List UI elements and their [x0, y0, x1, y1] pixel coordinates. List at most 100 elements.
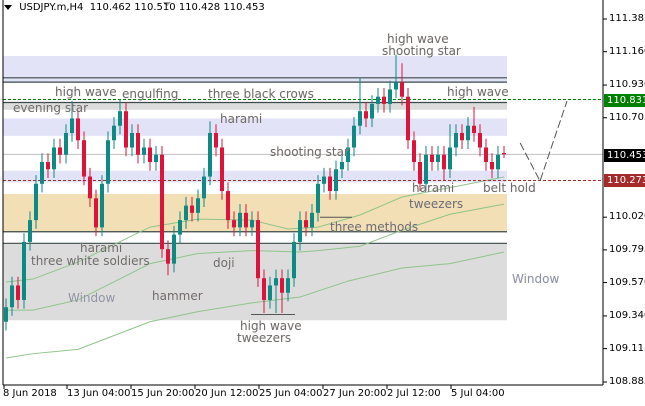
zone-gray: [3, 102, 507, 110]
bullish-candle: [238, 212, 242, 228]
bullish-candle: [346, 147, 350, 163]
bearish-candle: [472, 125, 476, 133]
bullish-candle: [352, 125, 356, 148]
bullish-candle: [184, 205, 188, 221]
annotation-shooting-star: shooting star: [382, 44, 461, 58]
y-tick-label: 109.795: [609, 244, 645, 255]
shift-marker-icon: [163, 2, 171, 6]
x-tick-label: 2 Jul 12:00: [387, 388, 441, 399]
bullish-candle: [196, 198, 200, 213]
annotation-hammer: hammer: [152, 289, 203, 303]
y-tick-label: 111.385: [609, 13, 645, 24]
bearish-candle: [46, 162, 50, 170]
bullish-candle: [454, 132, 458, 148]
y-tick-label: 109.115: [609, 343, 645, 354]
bullish-candle: [286, 278, 290, 293]
x-tick-label: 20 Jun 12:00: [195, 388, 259, 399]
bullish-candle: [22, 241, 26, 300]
bullish-candle: [340, 162, 344, 170]
annotation-harami: harami: [80, 241, 123, 255]
annotation-three-black-crows: three black crows: [208, 87, 314, 101]
x-tick-label: 5 Jul 04:00: [451, 388, 505, 399]
bullish-candle: [448, 147, 452, 170]
bullish-candle: [142, 147, 146, 155]
bullish-candle: [310, 212, 314, 228]
bullish-candle: [28, 220, 32, 242]
bearish-candle: [418, 162, 422, 184]
bullish-candle: [154, 154, 158, 163]
bearish-candle: [244, 212, 248, 228]
moving-average-line: [6, 203, 505, 311]
y-tick-label: 111.160: [609, 46, 645, 57]
bearish-candle: [484, 147, 488, 163]
bullish-candle: [112, 125, 116, 141]
annotation-three-white-soldiers: three white soldiers: [31, 254, 150, 268]
bearish-candle: [460, 132, 464, 141]
zone-lavender: [3, 118, 507, 136]
annotation-evening-star: evening star: [13, 101, 89, 115]
bearish-candle: [442, 154, 446, 170]
bullish-candle: [466, 125, 470, 141]
symbol-label: USDJPY.m,H4: [19, 2, 84, 13]
annotation-doji: doji: [213, 256, 235, 270]
bearish-candle: [82, 140, 86, 177]
bullish-candle: [370, 103, 374, 119]
bullish-candle: [250, 220, 254, 228]
annotation-high-wave: high wave: [240, 319, 302, 333]
x-tick-label: 15 Jun 20:00: [131, 388, 195, 399]
bullish-candle: [376, 96, 380, 104]
bearish-candle: [400, 82, 404, 97]
dropdown-triangle-icon[interactable]: [4, 4, 12, 10]
zone-lavender: [3, 170, 507, 183]
bearish-candle: [262, 278, 266, 300]
bullish-candle: [388, 89, 392, 104]
bullish-candle: [292, 241, 296, 279]
y-tick-label: 110.705: [609, 112, 645, 123]
x-tick-label: 25 Jun 04:00: [259, 388, 323, 399]
zone-tan: [3, 193, 507, 232]
bullish-candle: [172, 234, 176, 264]
bullish-candle: [322, 176, 326, 184]
annotation-high-wave: high wave: [55, 85, 117, 99]
bullish-candle: [208, 132, 212, 177]
bullish-candle: [274, 278, 278, 286]
bullish-candle: [202, 176, 206, 199]
x-tick-label: 8 Jun 2018: [3, 388, 57, 399]
bearish-candle: [160, 154, 164, 250]
x-tick-label: 13 Jun 04:00: [67, 388, 131, 399]
bullish-candle: [118, 111, 122, 126]
bullish-candle: [394, 82, 398, 90]
bullish-candle: [436, 154, 440, 163]
moving-average-line: [5, 251, 505, 359]
y-tick-label: 109.570: [609, 277, 645, 288]
bearish-candle: [136, 132, 140, 155]
bullish-candle: [10, 285, 14, 308]
bullish-candle: [496, 154, 500, 170]
bearish-candle: [478, 132, 482, 148]
y-tick-label: 108.885: [609, 376, 645, 387]
annotation-high-wave: high wave: [447, 85, 509, 99]
bearish-candle: [232, 220, 236, 228]
bearish-candle: [364, 111, 368, 119]
annotation-high-wave: high wave: [387, 32, 449, 46]
annotation-window: Window: [68, 291, 116, 305]
bullish-candle: [424, 154, 428, 184]
bearish-candle: [76, 118, 80, 141]
bearish-candle: [94, 198, 98, 228]
bearish-candle: [88, 176, 92, 199]
ask-price-tag: 110.831: [604, 94, 645, 107]
bullish-candle: [334, 169, 338, 192]
level-price-tag: 110.273: [604, 174, 645, 187]
bullish-candle: [64, 132, 68, 155]
bearish-candle: [490, 162, 494, 170]
bullish-candle: [34, 183, 38, 221]
annotation-shooting-star: shooting star: [270, 145, 349, 159]
bullish-candle: [4, 307, 8, 322]
bullish-candle: [298, 220, 302, 242]
ohlc-readout: 110.462 110.510 110.428 110.453: [89, 2, 265, 13]
y-tick-label: 109.340: [609, 310, 645, 321]
annotation-harami: harami: [220, 112, 263, 126]
bearish-candle: [382, 96, 386, 104]
annotation-harami: harami: [412, 181, 455, 195]
